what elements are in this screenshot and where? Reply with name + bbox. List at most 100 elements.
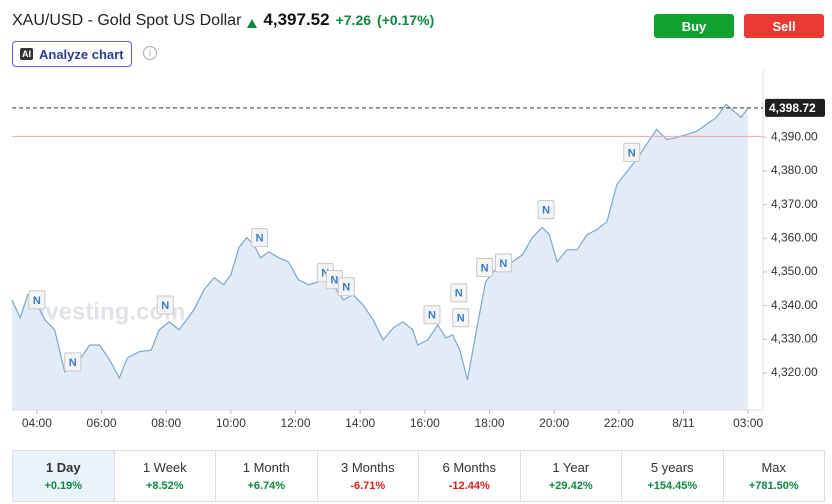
x-tick-label: 14:00 — [345, 416, 375, 430]
x-tick-label: 10:00 — [216, 416, 246, 430]
period-label: 1 Year — [552, 460, 590, 475]
news-marker-box — [156, 295, 174, 315]
period-tab[interactable]: 1 Week +8.52% — [115, 451, 216, 501]
news-marker[interactable]: N — [337, 277, 355, 297]
news-marker-box — [64, 352, 82, 372]
last-price-tag — [765, 98, 825, 117]
news-marker[interactable]: N — [156, 295, 174, 315]
period-change: +6.74% — [247, 480, 286, 492]
x-tick-label: 16:00 — [410, 416, 440, 430]
period-label: Max — [761, 460, 787, 475]
period-change: +781.50% — [748, 480, 799, 492]
ai-badge: AI — [20, 48, 33, 60]
news-marker-box — [423, 305, 441, 325]
buy-button[interactable]: Buy — [654, 14, 734, 38]
news-marker[interactable]: N — [476, 258, 494, 278]
period-label: 1 Day — [45, 460, 81, 475]
news-marker[interactable]: N — [450, 283, 468, 303]
period-tab[interactable]: 6 Months -12.44% — [419, 451, 521, 501]
y-tick-label: 4,380.00 — [771, 163, 818, 177]
period-tab[interactable]: Max +781.50% — [724, 451, 825, 501]
analyze-label: Analyze chart — [39, 46, 124, 62]
news-marker[interactable]: N — [28, 290, 46, 310]
change-pct: (+0.17%) — [377, 12, 435, 28]
period-tab[interactable]: 1 Year +29.42% — [521, 451, 622, 501]
x-tick-label: 22:00 — [604, 416, 634, 430]
news-marker-label: N — [342, 282, 350, 294]
change: +7.26 — [335, 12, 372, 28]
period-label: 3 Months — [341, 460, 395, 475]
news-marker-label: N — [161, 300, 169, 312]
news-marker-label: N — [457, 313, 465, 325]
news-marker[interactable]: N — [64, 352, 82, 372]
period-change: -6.71% — [350, 480, 386, 492]
news-marker-label: N — [481, 262, 489, 274]
period-tab[interactable]: 1 Day +0.19% — [13, 451, 115, 501]
news-marker-label: N — [321, 268, 329, 280]
period-tab[interactable]: 1 Month +6.74% — [216, 451, 318, 501]
y-tick-label: 4,370.00 — [771, 197, 818, 211]
period-selector: 1 Day +0.19% 1 Week +8.52% 1 Month +6.74% 3 Mo… — [12, 450, 825, 502]
period-label: 1 Month — [242, 460, 290, 475]
y-tick-label: 4,390.00 — [771, 129, 818, 143]
news-marker-box — [337, 277, 355, 297]
price-line — [11, 103, 749, 381]
chart: Investing.com4,320.004,330.004,340.004,3… — [11, 70, 825, 430]
y-tick-label: 4,320.00 — [771, 365, 818, 379]
news-marker-box — [450, 283, 468, 303]
news-marker-label: N — [33, 295, 41, 307]
news-marker-box — [452, 308, 470, 328]
price: 4,397.52 — [263, 10, 330, 29]
news-marker-label: N — [542, 205, 550, 217]
analyze-chart-button[interactable]: AI Analyze chart — [12, 41, 132, 67]
news-marker-label: N — [628, 147, 636, 159]
x-tick-label: 20:00 — [539, 416, 569, 430]
news-marker[interactable]: N — [537, 200, 555, 220]
last-price-label: 4,398.72 — [769, 101, 816, 115]
news-marker[interactable]: N — [452, 308, 470, 328]
news-marker-label: N — [428, 310, 436, 322]
news-marker-label: N — [455, 288, 463, 300]
area-fill — [12, 104, 749, 410]
news-marker-box — [494, 253, 512, 273]
news-marker[interactable]: N — [494, 253, 512, 273]
news-marker[interactable]: N — [423, 305, 441, 325]
sell-button[interactable]: Sell — [744, 14, 824, 38]
news-marker-label: N — [69, 357, 77, 369]
news-marker-label: N — [330, 275, 338, 287]
up-arrow — [247, 18, 258, 28]
period-change: -12.44% — [448, 480, 490, 492]
news-marker-label: N — [256, 232, 264, 244]
x-tick-label: 08:00 — [151, 416, 181, 430]
x-tick-label: 18:00 — [474, 416, 504, 430]
instrument-title: XAU/USD - Gold Spot US Dollar — [12, 12, 242, 29]
period-change: +0.19% — [44, 480, 83, 492]
x-tick-label: 8/11 — [672, 416, 695, 430]
info-icon[interactable]: i — [143, 46, 157, 60]
news-marker[interactable]: N — [623, 142, 641, 162]
x-tick-label: 06:00 — [87, 416, 117, 430]
y-tick-label: 4,360.00 — [771, 230, 818, 244]
period-label: 5 years — [650, 460, 694, 475]
news-marker-box — [623, 142, 641, 162]
news-marker[interactable]: N — [251, 228, 269, 248]
period-label: 6 Months — [442, 460, 496, 475]
period-change: +8.52% — [145, 480, 184, 492]
period-tab[interactable]: 3 Months -6.71% — [318, 451, 419, 501]
x-tick-label: 12:00 — [281, 416, 311, 430]
news-marker-box — [251, 228, 269, 248]
y-tick-label: 4,330.00 — [771, 331, 818, 345]
x-tick-label: 03:00 — [733, 416, 763, 430]
period-tab[interactable]: 5 years +154.45% — [622, 451, 724, 501]
period-change: +29.42% — [548, 480, 593, 492]
news-marker-label: N — [499, 258, 507, 270]
y-tick-label: 4,340.00 — [771, 298, 818, 312]
period-change: +154.45% — [647, 480, 698, 492]
header: XAU/USD - Gold Spot US Dollar 4,397.52 +… — [12, 10, 434, 36]
period-label: 1 Week — [142, 460, 187, 475]
news-marker-box — [537, 200, 555, 220]
news-marker-box — [28, 290, 46, 310]
news-marker-box — [476, 258, 494, 278]
x-tick-label: 04:00 — [22, 416, 52, 430]
